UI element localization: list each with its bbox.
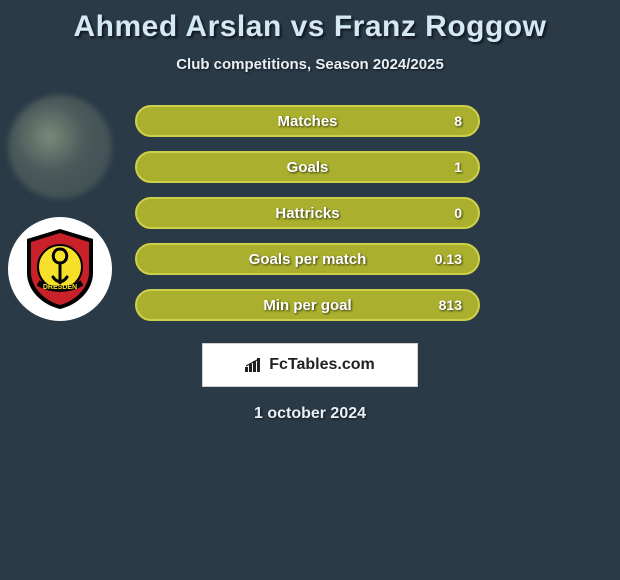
stat-value: 1 bbox=[454, 159, 462, 175]
stat-pill: Goals per match 0.13 bbox=[135, 243, 480, 275]
stat-value: 0.13 bbox=[435, 251, 462, 267]
stat-row-goals: Goals 1 bbox=[135, 151, 480, 183]
svg-text:DRESDEN: DRESDEN bbox=[43, 284, 77, 291]
dresden-crest-icon: DRESDEN bbox=[23, 227, 97, 311]
stat-row-matches: Matches 8 bbox=[135, 105, 480, 137]
stat-pill: Hattricks 0 bbox=[135, 197, 480, 229]
brand-text: FcTables.com bbox=[269, 356, 375, 374]
stat-label: Min per goal bbox=[263, 297, 351, 314]
date-text: 1 october 2024 bbox=[0, 405, 620, 423]
stat-label: Goals bbox=[287, 159, 329, 176]
team-crest-left: DRESDEN bbox=[8, 217, 112, 321]
avatar-column: DRESDEN bbox=[8, 95, 118, 339]
stat-value: 813 bbox=[439, 297, 462, 313]
page-subtitle: Club competitions, Season 2024/2025 bbox=[0, 56, 620, 73]
stat-row-goals-per-match: Goals per match 0.13 bbox=[135, 243, 480, 275]
stat-pill: Min per goal 813 bbox=[135, 289, 480, 321]
stat-row-hattricks: Hattricks 0 bbox=[135, 197, 480, 229]
stat-pill: Matches 8 bbox=[135, 105, 480, 137]
stat-bars: Matches 8 Goals 1 Hattricks 0 Goals per … bbox=[135, 105, 480, 321]
page-title: Ahmed Arslan vs Franz Roggow bbox=[0, 0, 620, 44]
stat-label: Goals per match bbox=[249, 251, 367, 268]
player-photo-left bbox=[8, 95, 112, 199]
stat-label: Hattricks bbox=[275, 205, 339, 222]
bars-icon bbox=[245, 358, 263, 372]
stat-label: Matches bbox=[277, 113, 337, 130]
stat-row-min-per-goal: Min per goal 813 bbox=[135, 289, 480, 321]
brand-badge[interactable]: FcTables.com bbox=[202, 343, 418, 387]
stat-value: 0 bbox=[454, 205, 462, 221]
stat-value: 8 bbox=[454, 113, 462, 129]
content-area: DRESDEN Matches 8 Goals 1 Hattricks 0 bbox=[0, 105, 620, 321]
stat-pill: Goals 1 bbox=[135, 151, 480, 183]
